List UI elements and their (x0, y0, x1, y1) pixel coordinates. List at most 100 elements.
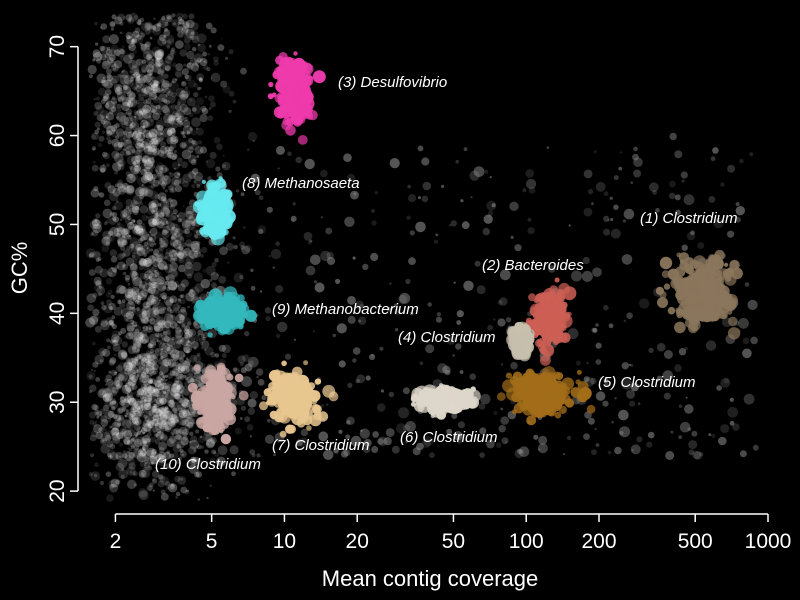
background-point (159, 299, 161, 302)
background-point (101, 244, 110, 253)
background-point (154, 124, 163, 134)
background-point (136, 90, 141, 95)
background-point (409, 230, 415, 236)
cluster-point (725, 294, 738, 307)
background-point (352, 256, 357, 260)
background-point (729, 397, 734, 402)
background-point (153, 388, 160, 395)
background-point (418, 196, 421, 200)
background-point (133, 129, 142, 138)
background-point (603, 215, 610, 222)
background-point (131, 417, 139, 425)
background-point (183, 250, 191, 258)
background-point (633, 157, 643, 167)
background-point (147, 81, 152, 86)
background-point (147, 69, 154, 76)
background-point (408, 257, 416, 265)
background-point (147, 143, 157, 153)
background-point (96, 415, 100, 419)
background-point (149, 228, 158, 236)
background-point (128, 19, 132, 23)
background-point (142, 104, 151, 114)
background-point (152, 112, 161, 121)
background-point (173, 22, 176, 26)
background-point (144, 41, 151, 48)
background-point (159, 146, 168, 154)
background-point (110, 44, 119, 52)
background-point (131, 131, 142, 141)
background-point (160, 117, 163, 120)
background-point (125, 96, 136, 107)
background-point (128, 59, 138, 70)
cluster-point (674, 279, 686, 290)
background-point (142, 440, 147, 445)
background-point (157, 319, 167, 329)
background-point (105, 49, 113, 56)
cluster-point (705, 258, 714, 267)
cluster-point (271, 92, 277, 98)
background-point (136, 289, 139, 292)
background-point (112, 105, 116, 109)
background-point (145, 142, 151, 149)
background-point (343, 153, 352, 162)
background-point (160, 398, 167, 405)
background-point (141, 69, 146, 74)
background-point (121, 384, 132, 395)
cluster-point (322, 384, 336, 398)
background-point (405, 278, 411, 285)
background-point (174, 69, 184, 78)
background-point (120, 95, 125, 100)
background-point (197, 329, 204, 336)
background-point (95, 96, 100, 101)
cluster-point (567, 311, 572, 317)
background-point (103, 199, 111, 207)
background-point (182, 360, 191, 369)
background-point (120, 209, 124, 214)
background-point (122, 84, 125, 87)
background-point (130, 115, 137, 122)
background-point (166, 306, 172, 312)
background-point (220, 80, 228, 88)
background-point (177, 298, 181, 302)
background-point (93, 369, 96, 372)
background-point (151, 218, 159, 226)
background-point (708, 196, 716, 203)
background-point (206, 496, 209, 500)
cluster-point (547, 406, 554, 413)
background-point (111, 64, 119, 72)
background-point (168, 83, 172, 87)
background-point (752, 444, 759, 451)
background-point (111, 138, 120, 147)
background-point (177, 373, 185, 381)
background-point (166, 286, 171, 292)
background-point (105, 68, 112, 75)
background-point (164, 65, 171, 72)
background-point (103, 221, 108, 226)
background-point (174, 252, 179, 257)
background-point (313, 330, 315, 333)
background-point (187, 336, 196, 344)
background-point (186, 131, 191, 135)
background-point (199, 146, 208, 154)
background-point (595, 359, 602, 365)
background-point (196, 184, 201, 188)
background-point (595, 443, 600, 447)
background-point (266, 206, 273, 213)
background-point (130, 70, 134, 74)
background-point (127, 97, 138, 108)
background-point (178, 410, 187, 419)
background-point (177, 97, 187, 106)
background-point (209, 278, 213, 282)
background-point (143, 145, 151, 153)
background-point (304, 158, 315, 170)
background-point (198, 77, 203, 82)
background-point (135, 77, 146, 88)
background-point (153, 80, 160, 87)
background-point (180, 486, 188, 494)
background-point (151, 128, 157, 134)
background-point (140, 32, 146, 38)
background-point (151, 140, 159, 148)
background-point (146, 360, 152, 366)
background-point (127, 112, 132, 117)
background-point (180, 404, 187, 411)
